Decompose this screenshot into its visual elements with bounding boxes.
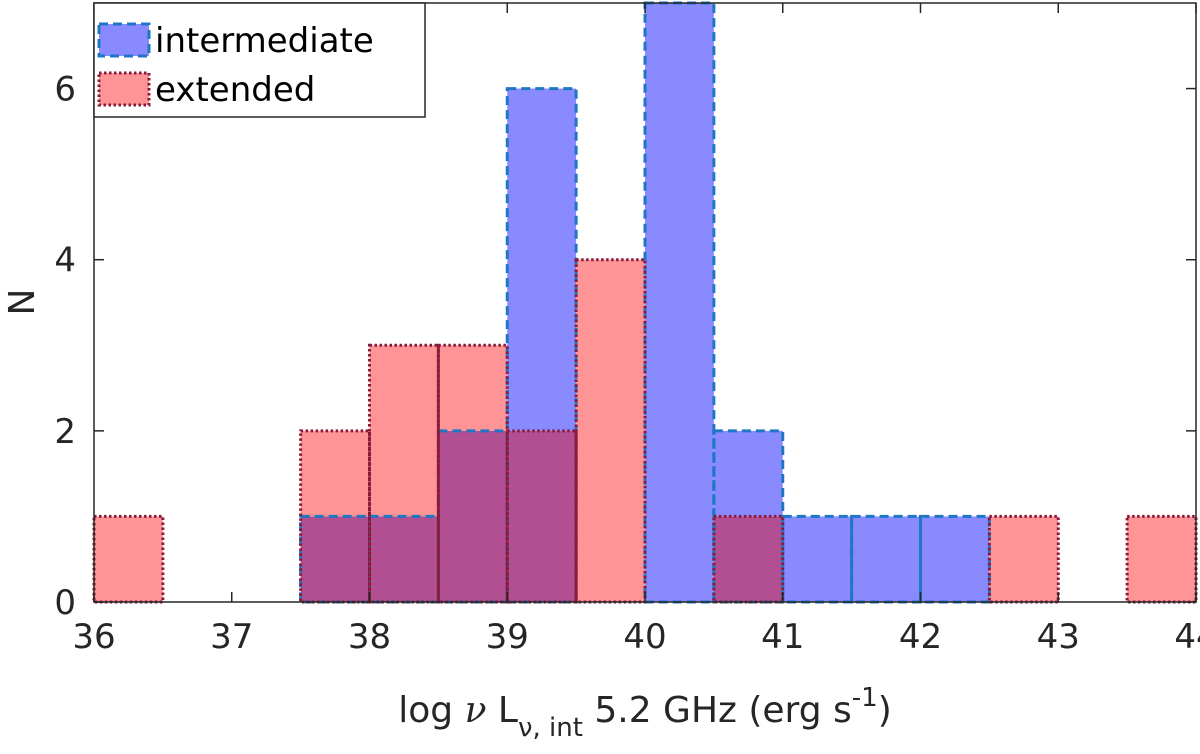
y-tick-label-6: 6 (54, 70, 76, 110)
x-axis-label-subscript: ν, int (518, 713, 583, 743)
x-tick-label-36: 36 (72, 617, 115, 657)
bar-extended-bin-7 (576, 259, 645, 602)
x-axis-label-L: L (486, 690, 518, 731)
bar-extended-bin-3 (300, 430, 370, 517)
bar-intermediate-bin-11 (851, 516, 921, 602)
x-axis-label-nu: ν (465, 690, 487, 731)
x-tick-label-44: 44 (1174, 617, 1200, 657)
x-tick-label-41: 41 (761, 617, 804, 657)
bar-overlap-bin-4 (369, 516, 439, 602)
bar-overlap-bin-9 (713, 516, 783, 602)
x-axis-label-close: ) (878, 690, 892, 731)
x-tick-label-43: 43 (1037, 617, 1080, 657)
bar-overlap-bin-3 (300, 516, 370, 602)
bar-intermediate-bin-6 (507, 88, 577, 431)
legend-label-intermediate: intermediate (155, 21, 374, 61)
x-tick-label-38: 38 (348, 617, 391, 657)
x-tick-label-40: 40 (623, 617, 666, 657)
x-tick-label-37: 37 (210, 617, 253, 657)
bar-outline-extended-bin-13 (987, 514, 1060, 604)
bar-outline-extended-bin-9 (712, 514, 785, 604)
x-tick-label-39: 39 (486, 617, 529, 657)
x-axis-label-rest: 5.2 GHz (erg s (583, 690, 852, 731)
y-axis-label: N (2, 289, 43, 316)
legend: intermediate extended (93, 2, 426, 118)
legend-label-extended: extended (155, 70, 315, 110)
ticks-layer: 36 37 38 39 40 41 42 43 44 0 2 4 6 (54, 3, 1200, 657)
bars-layer (94, 3, 1196, 602)
x-axis-label-prefix: log (398, 690, 464, 731)
bar-overlap-bin-6 (507, 430, 577, 602)
y-tick-label-4: 4 (54, 241, 76, 281)
legend-swatch-extended (97, 71, 151, 107)
bar-intermediate-bin-9 (713, 430, 783, 517)
bar-extended-bin-13 (989, 516, 1059, 602)
bar-intermediate-bin-12 (920, 516, 990, 602)
x-axis-label: log ν Lν, int 5.2 GHz (erg s-1) (398, 683, 892, 743)
y-tick-label-0: 0 (54, 583, 76, 623)
legend-swatch-intermediate (97, 22, 151, 58)
x-axis-label-superscript: -1 (852, 683, 878, 713)
bar-extended-bin-4 (369, 345, 439, 517)
bar-overlap-bin-5 (438, 430, 508, 602)
bar-intermediate-bin-8 (645, 3, 714, 602)
bar-extended-bin-15 (1127, 516, 1196, 602)
bar-extended-bin-0 (94, 516, 163, 602)
bar-intermediate-bin-10 (782, 516, 852, 602)
y-tick-label-2: 2 (54, 412, 76, 452)
bar-extended-bin-5 (438, 345, 508, 431)
x-tick-label-42: 42 (899, 617, 942, 657)
